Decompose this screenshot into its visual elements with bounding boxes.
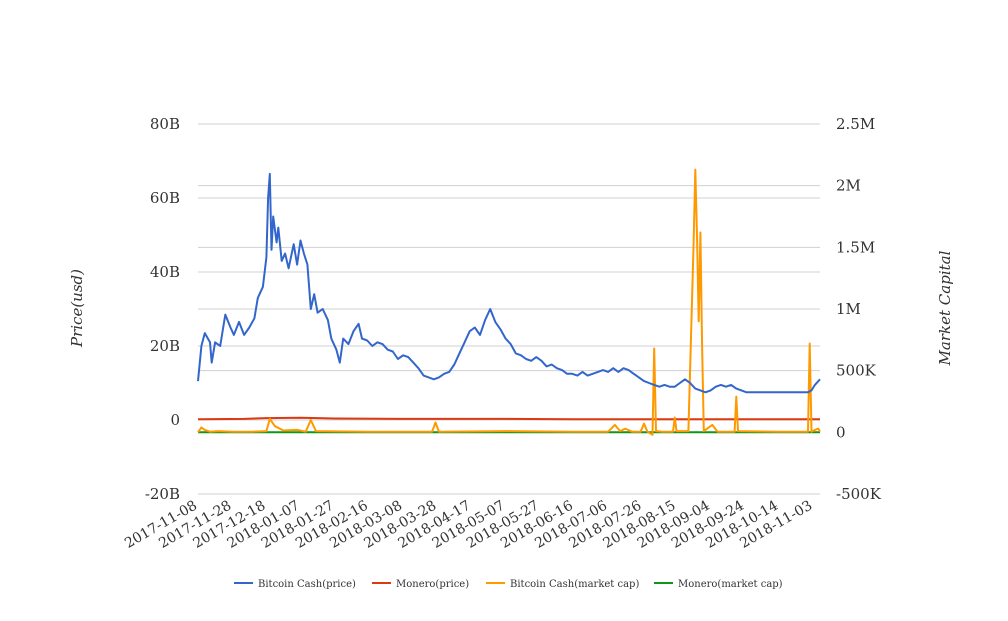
series-line-bitcoin-cash-market-cap <box>197 168 821 436</box>
y2-axis-title: Market Capital <box>936 250 954 366</box>
y-tick-label: 0 <box>170 411 180 429</box>
right-axis-ticks: -500K 0 500K 1M 1.5M 2M 2.5M <box>836 115 882 503</box>
left-axis-ticks: -20B 0 20B 40B 60B 80B <box>145 115 180 503</box>
y2-tick-label: 500K <box>836 362 877 380</box>
y2-tick-label: 1M <box>836 300 861 318</box>
gridlines <box>198 123 820 495</box>
y2-tick-label: 1.5M <box>836 238 875 256</box>
legend: Bitcoin Cash(price) Monero(price) Bitcoin … <box>234 579 783 590</box>
legend-label-bitcoin-cash-price: Bitcoin Cash(price) <box>258 579 356 590</box>
series-line-bitcoin-cash-price <box>197 172 821 394</box>
y2-tick-label: 2.5M <box>836 115 875 133</box>
legend-label-bitcoin-cash-market-cap: Bitcoin Cash(market cap) <box>510 579 639 590</box>
y-tick-label: 60B <box>150 189 180 207</box>
series-lines <box>197 168 821 436</box>
y2-tick-label: 2M <box>836 177 861 195</box>
y-axis-title: Price(usd) <box>68 269 86 348</box>
y-tick-label: 20B <box>150 337 180 355</box>
legend-label-monero-price: Monero(price) <box>396 579 469 590</box>
y-tick-label: 80B <box>150 115 180 133</box>
legend-label-monero-market-cap: Monero(market cap) <box>678 579 783 590</box>
y2-tick-label: -500K <box>836 485 882 503</box>
y-tick-label: 40B <box>150 263 180 281</box>
y-tick-label: -20B <box>145 485 180 503</box>
series-line-monero-price <box>197 416 820 421</box>
y2-tick-label: 0 <box>836 423 846 441</box>
x-axis-ticks: 2017-11-082017-11-282017-12-182018-01-07… <box>122 498 815 552</box>
